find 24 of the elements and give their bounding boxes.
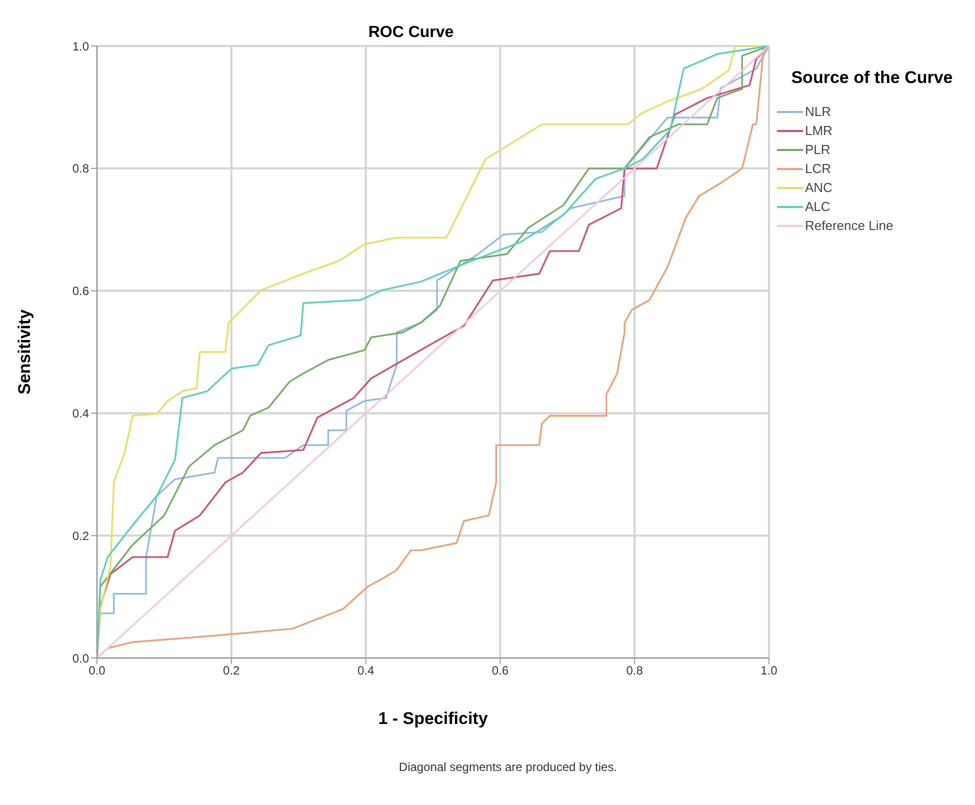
legend-label: LCR bbox=[805, 161, 832, 176]
legend-label: LMR bbox=[805, 123, 832, 138]
x-tick-label: 0.8 bbox=[626, 664, 644, 678]
legend-label: PLR bbox=[805, 142, 830, 157]
legend-label: NLR bbox=[805, 104, 832, 119]
y-axis-title: Sensitivity bbox=[15, 308, 34, 395]
y-tick-label: 0.6 bbox=[72, 284, 90, 298]
legend-label: ALC bbox=[805, 199, 830, 214]
x-tick-label: 0.6 bbox=[492, 664, 509, 678]
y-tick-label: 1.0 bbox=[72, 39, 90, 54]
legend-label: ANC bbox=[805, 180, 832, 195]
y-tick-label: 0.0 bbox=[72, 651, 90, 666]
x-tick-label: 0.0 bbox=[88, 664, 106, 678]
x-tick-label: 0.4 bbox=[357, 664, 374, 678]
legend-label: Reference Line bbox=[805, 218, 894, 233]
text: Diagonal segments are produced by ties. bbox=[398, 760, 618, 774]
y-tick-label: 0.8 bbox=[72, 162, 90, 176]
y-tick-label: 0.4 bbox=[72, 406, 90, 420]
x-tick-label: 1.0 bbox=[760, 664, 778, 678]
legend-title: Source of the Curve bbox=[790, 68, 954, 88]
chart-title: ROC Curve bbox=[367, 24, 455, 42]
x-axis-title: 1 - Specificity bbox=[378, 709, 488, 728]
y-tick-label: 0.2 bbox=[72, 528, 90, 543]
x-tick-label: 0.2 bbox=[223, 664, 240, 678]
